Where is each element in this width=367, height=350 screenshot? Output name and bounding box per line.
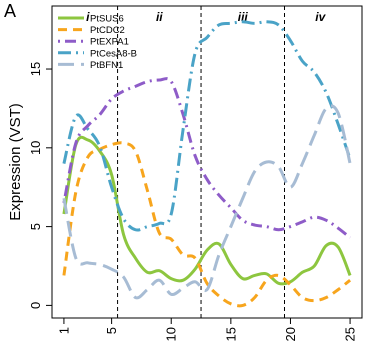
legend-label: PtSUS6 — [90, 14, 124, 25]
stage-label: i — [86, 10, 90, 24]
y-tick-label: 10 — [28, 141, 43, 155]
legend-label: PtCesA8-B — [90, 48, 137, 59]
plot-frame — [51, 5, 363, 319]
legend-label: PtEXPA1 — [90, 37, 129, 48]
series-line-ptcesa8-b — [62, 20, 352, 232]
stage-label: iii — [238, 10, 249, 24]
x-tick-label: 5 — [104, 327, 119, 334]
stage-label: iv — [315, 10, 326, 24]
legend-label: PtCDC2 — [90, 25, 125, 36]
y-tick-label: 5 — [28, 223, 43, 230]
panel-label: A — [4, 1, 16, 21]
series-line-ptbfn1 — [62, 104, 352, 300]
x-tick-label: 25 — [343, 327, 358, 341]
x-tick-label: 10 — [164, 327, 179, 341]
y-axis-label: Expression (VST) — [7, 103, 24, 221]
x-tick-label: 20 — [283, 327, 298, 341]
series-line-ptexpa1 — [62, 77, 352, 239]
stage-label: ii — [156, 10, 163, 24]
series-line-ptsus6 — [62, 135, 352, 286]
y-tick-label: 15 — [28, 62, 43, 76]
x-tick-label: 15 — [223, 327, 238, 341]
legend-label: PtBFN1 — [90, 60, 123, 71]
x-tick-label: 1 — [56, 327, 71, 334]
y-tick-label: 0 — [28, 302, 43, 309]
series-line-ptcdc2 — [62, 141, 352, 308]
